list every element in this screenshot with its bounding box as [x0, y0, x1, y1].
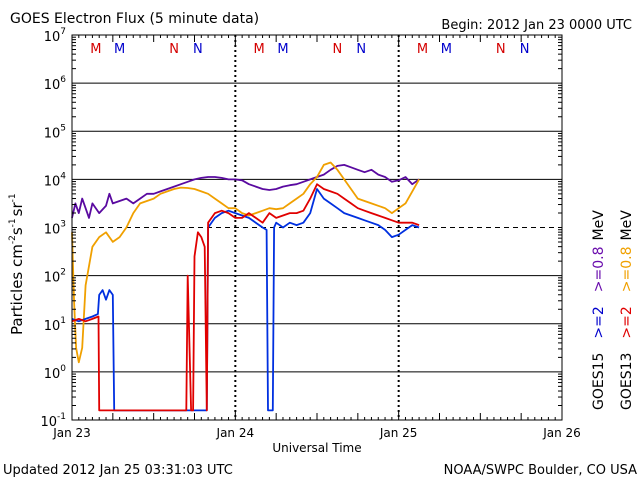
marker-n: N — [356, 42, 366, 57]
x-tick-label: Jan 24 — [216, 426, 255, 440]
x-axis-label: Universal Time — [272, 441, 361, 455]
y-tick-label: 102 — [44, 268, 66, 286]
x-axis-ticks: Jan 23 Jan 24 Jan 25 Jan 26 — [52, 35, 581, 440]
legend-goes15: GOES15 >=2 >=0.8 MeV — [591, 210, 607, 410]
legend-b-unit: MeV — [619, 210, 635, 241]
marker-m: M — [90, 42, 101, 57]
y-tick-base: 10 — [44, 78, 61, 93]
y-label-sup2: -1 — [8, 218, 18, 227]
series-line-0 — [71, 164, 420, 219]
legend-a-unit: MeV — [591, 210, 607, 241]
y-tick-label: 100 — [44, 364, 67, 382]
marker-m: M — [277, 42, 288, 57]
y-tick-label: 10-1 — [40, 412, 66, 430]
legend-a-item1: >=2 — [591, 306, 607, 338]
y-tick-exponent: 5 — [60, 123, 66, 133]
chart-title: GOES Electron Flux (5 minute data) — [10, 11, 259, 27]
y-tick-label: 101 — [44, 316, 66, 334]
y-tick-base: 10 — [44, 319, 61, 334]
marker-n: N — [520, 42, 530, 57]
marker-m: M — [417, 42, 428, 57]
marker-m: M — [254, 42, 265, 57]
y-tick-label: 107 — [44, 27, 66, 45]
y-tick-base: 10 — [44, 30, 61, 45]
y-tick-exponent: 0 — [60, 364, 66, 374]
y-tick-base: 10 — [44, 174, 61, 189]
y-tick-exponent: 3 — [60, 220, 66, 230]
y-tick-base: 10 — [40, 415, 57, 430]
y-tick-label: 106 — [44, 75, 67, 93]
marker-n: N — [169, 42, 179, 57]
y-tick-exponent: 4 — [60, 171, 66, 181]
y-tick-exponent: 2 — [60, 268, 66, 278]
legend-goes13: GOES13 >=2 >=0.8 MeV — [619, 210, 635, 410]
legend-b-item2: >=0.8 — [619, 246, 635, 292]
updated-timestamp: Updated 2012 Jan 25 03:31:03 UTC — [3, 463, 233, 478]
y-tick-exponent: 1 — [60, 316, 66, 326]
grid-lines — [72, 35, 562, 420]
y-tick-base: 10 — [44, 271, 61, 286]
legend-a-item2: >=0.8 — [591, 246, 607, 292]
y-tick-exponent: 6 — [60, 75, 66, 85]
x-tick-label: Jan 25 — [379, 426, 418, 440]
marker-n: N — [333, 42, 343, 57]
marker-m: M — [441, 42, 452, 57]
source-credit: NOAA/SWPC Boulder, CO USA — [444, 463, 637, 478]
y-tick-exponent: 7 — [60, 27, 66, 37]
marker-n: N — [496, 42, 506, 57]
x-tick-label: Jan 23 — [52, 426, 91, 440]
legend-group-b: GOES13 — [619, 353, 635, 410]
y-tick-label: 105 — [44, 123, 66, 141]
series-line-3 — [71, 183, 420, 412]
begin-label: Begin: 2012 Jan 23 0000 UTC — [441, 18, 632, 33]
marker-n: N — [193, 42, 203, 57]
y-axis-label: Particles cm-2s-1sr-1 — [8, 193, 26, 335]
y-tick-base: 10 — [44, 223, 61, 238]
legend-b-item1: >=2 — [619, 306, 635, 338]
y-label-mid2: sr — [8, 202, 26, 217]
y-label-sup1: -2 — [8, 235, 18, 244]
y-label-mid: s — [8, 227, 26, 235]
x-tick-label: Jan 26 — [542, 426, 581, 440]
marker-m: M — [114, 42, 125, 57]
data-series — [71, 161, 420, 412]
series-line-1 — [71, 161, 420, 364]
y-label-sup3: -1 — [8, 193, 18, 202]
series-line-2 — [71, 188, 420, 412]
y-tick-label: 104 — [44, 171, 67, 189]
y-tick-base: 10 — [44, 367, 61, 382]
y-tick-exponent: -1 — [57, 412, 66, 422]
y-tick-label: 103 — [44, 220, 66, 238]
y-label-main: Particles cm — [8, 244, 26, 335]
y-tick-base: 10 — [44, 126, 61, 141]
legend-group-a: GOES15 — [591, 353, 607, 410]
